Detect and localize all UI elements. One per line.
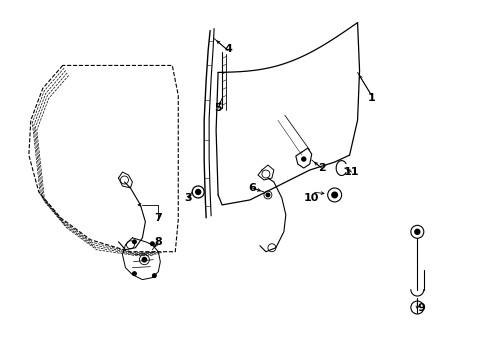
Text: 5: 5 <box>214 103 222 113</box>
Circle shape <box>150 242 154 246</box>
Text: 7: 7 <box>154 213 162 223</box>
Text: 3: 3 <box>184 193 192 203</box>
Circle shape <box>142 257 146 262</box>
Text: 6: 6 <box>247 183 255 193</box>
Text: 8: 8 <box>154 237 162 247</box>
Text: 9: 9 <box>417 302 425 312</box>
Circle shape <box>414 229 419 234</box>
Circle shape <box>132 272 136 275</box>
Text: 2: 2 <box>317 163 325 173</box>
Circle shape <box>265 193 269 197</box>
Text: 1: 1 <box>367 93 375 103</box>
Circle shape <box>152 274 156 278</box>
Text: 4: 4 <box>224 44 231 54</box>
Text: 11: 11 <box>343 167 359 177</box>
Circle shape <box>195 189 200 194</box>
Circle shape <box>132 240 136 244</box>
Circle shape <box>301 157 305 161</box>
Text: 10: 10 <box>304 193 319 203</box>
Circle shape <box>331 192 337 198</box>
